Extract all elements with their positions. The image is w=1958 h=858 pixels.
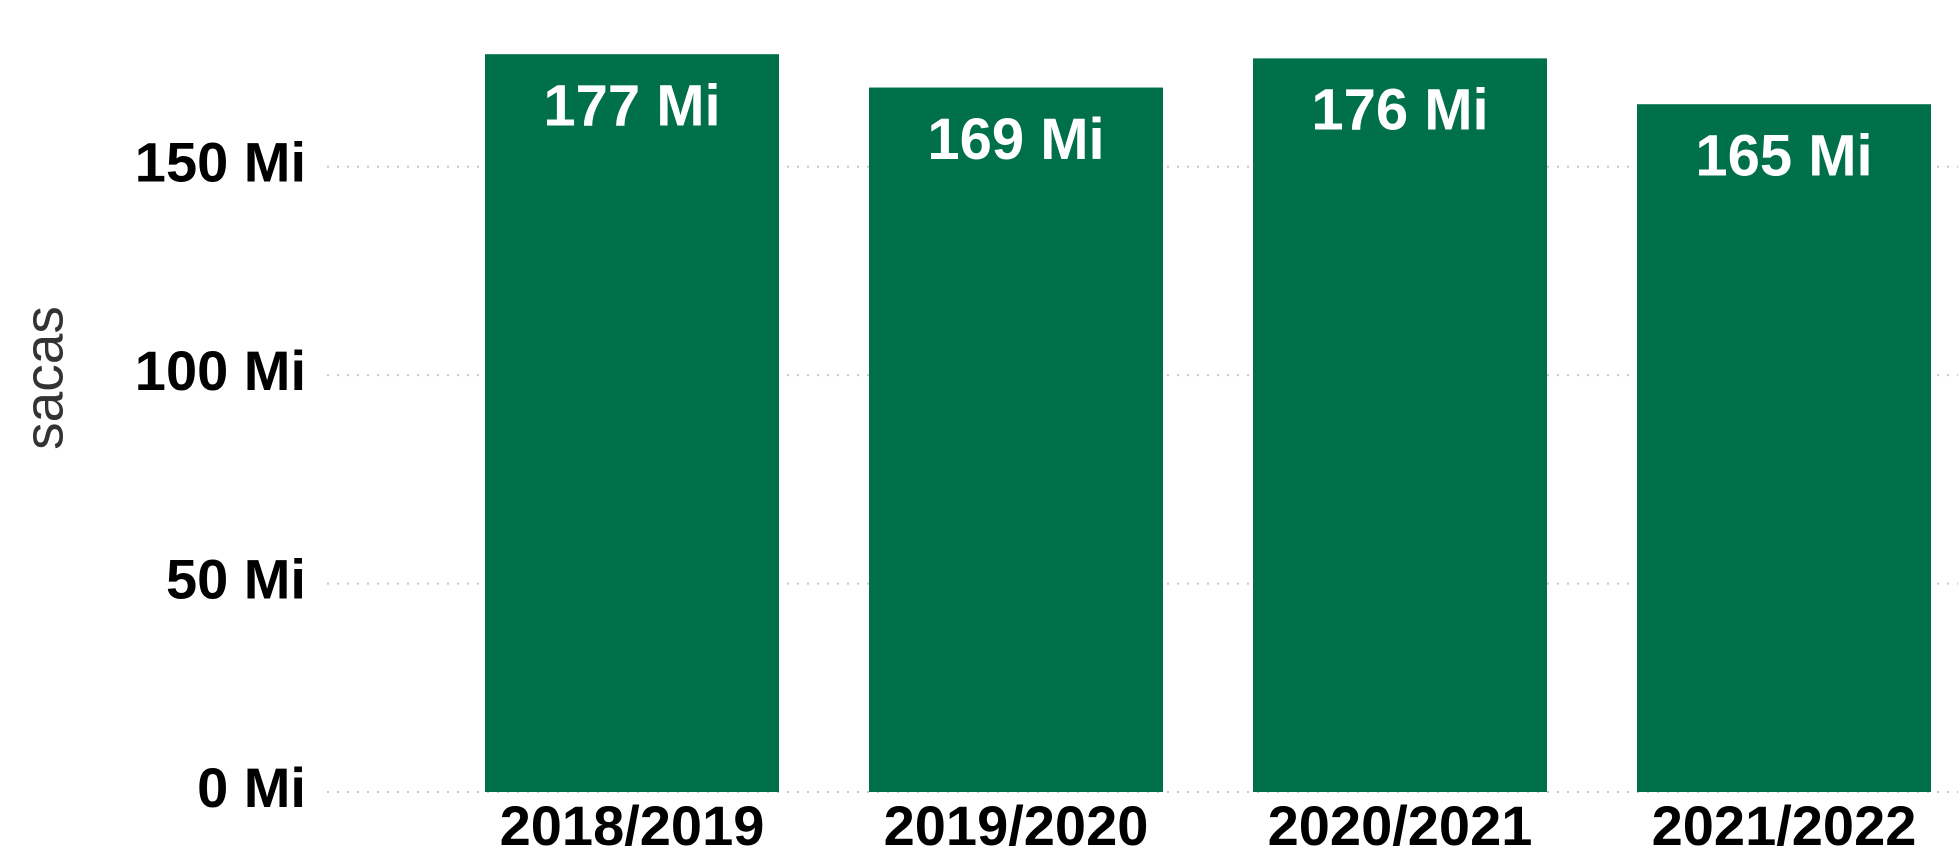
bar xyxy=(1253,58,1547,792)
y-tick-label: 0 Mi xyxy=(197,756,306,819)
data-label: 169 Mi xyxy=(927,107,1104,172)
x-tick-label: 2020/2021 xyxy=(1268,794,1533,857)
y-tick-label: 100 Mi xyxy=(135,339,306,402)
data-label: 176 Mi xyxy=(1311,78,1488,143)
data-label: 165 Mi xyxy=(1695,124,1872,189)
y-tick-label: 50 Mi xyxy=(166,547,306,610)
bar xyxy=(1637,104,1931,793)
y-tick-label: 150 Mi xyxy=(135,131,306,194)
data-label: 177 Mi xyxy=(543,74,720,139)
x-tick-label: 2018/2019 xyxy=(500,794,765,857)
bar xyxy=(485,54,779,793)
bar xyxy=(869,87,1163,792)
y-axis-label: sacas xyxy=(13,306,75,450)
x-tick-label: 2019/2020 xyxy=(884,794,1149,857)
x-tick-label: 2021/2022 xyxy=(1652,794,1917,857)
